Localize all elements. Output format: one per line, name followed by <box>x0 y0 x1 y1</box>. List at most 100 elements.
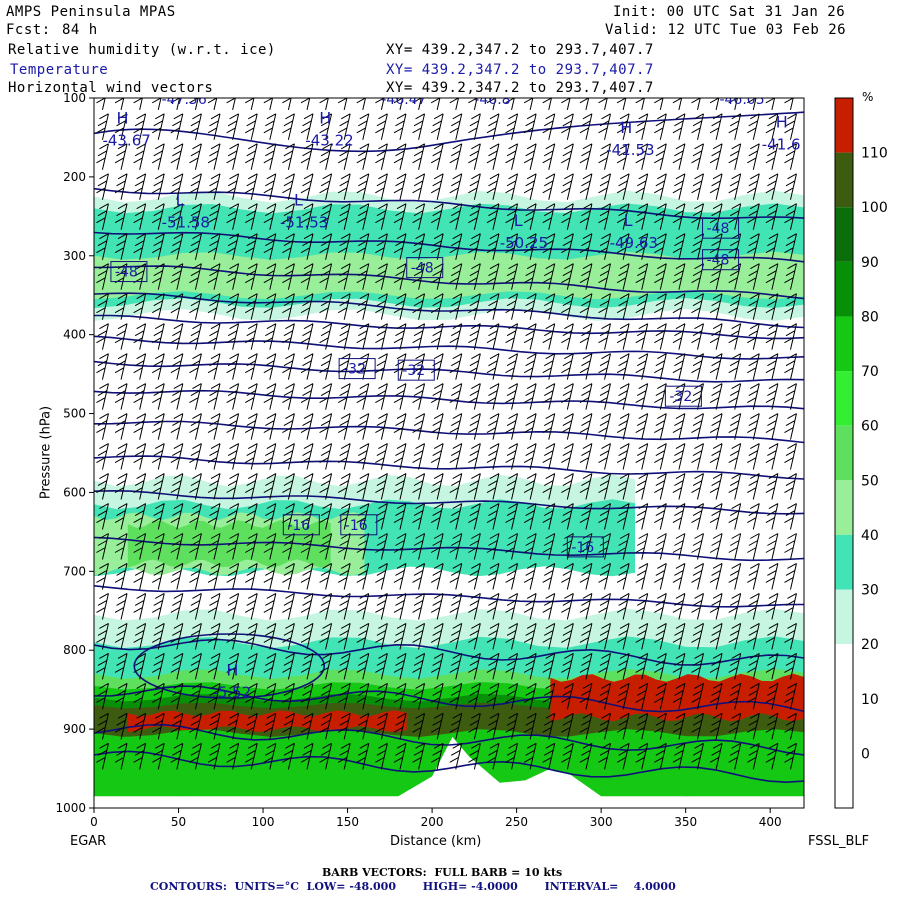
wind-barb <box>170 383 184 410</box>
wind-barb <box>412 413 426 440</box>
wind-barb <box>765 233 779 260</box>
wind-barb <box>523 293 537 320</box>
wind-barb <box>505 263 519 290</box>
wind-barb <box>468 383 481 410</box>
wind-barb <box>300 742 314 770</box>
wind-barb <box>133 263 147 290</box>
wind-barb <box>300 622 314 650</box>
wind-barb <box>170 263 184 290</box>
wind-barb <box>579 503 593 530</box>
wind-barb <box>542 323 556 350</box>
wind-barb <box>654 293 667 320</box>
colorbar-swatch <box>835 480 853 535</box>
wind-barb <box>468 293 481 320</box>
init-time: Init: 00 UTC Sat 31 Jan 26 <box>613 4 846 20</box>
wind-barb <box>747 323 760 350</box>
wind-barb <box>356 652 370 680</box>
wind-barb <box>393 622 407 650</box>
isotherm-line <box>94 455 804 480</box>
wind-barb <box>542 742 556 770</box>
wind-barb <box>635 323 649 350</box>
wind-barb <box>393 173 407 200</box>
wind-barb <box>319 503 333 530</box>
x-tick-label: 400 <box>759 815 782 829</box>
wind-barb <box>598 622 612 650</box>
wind-barb <box>337 712 351 740</box>
wind-barb <box>96 622 109 650</box>
wind-barb <box>300 413 314 440</box>
wind-barb <box>691 233 704 260</box>
extremum-marker: H <box>776 112 788 131</box>
wind-barb <box>468 652 481 680</box>
wind-barb <box>226 263 240 290</box>
wind-barb <box>375 712 388 740</box>
wind-barb <box>616 563 630 590</box>
wind-barb <box>449 143 463 170</box>
wind-barb <box>189 383 202 410</box>
wind-barb <box>709 233 723 260</box>
wind-barb <box>449 413 463 440</box>
contour-label: -16 <box>571 540 594 556</box>
top-edge-label: -46.47 <box>381 92 426 108</box>
wind-barb <box>579 323 593 350</box>
wind-barb <box>393 143 407 170</box>
wind-barb <box>244 563 258 590</box>
wind-barb <box>226 593 240 620</box>
wind-barb <box>319 742 333 770</box>
wind-barb <box>207 682 221 710</box>
wind-barb <box>468 593 481 620</box>
wind-barb <box>430 742 444 770</box>
wind-barb <box>728 173 742 200</box>
wind-barb <box>449 173 463 200</box>
isotherm-line <box>94 723 804 756</box>
wind-barb <box>765 712 779 740</box>
wind-barb <box>207 173 221 200</box>
wind-barb <box>319 563 333 590</box>
contour-label: -48 <box>411 261 434 277</box>
wind-barb <box>691 113 704 140</box>
wind-barb <box>207 712 221 740</box>
wind-barb <box>207 113 221 140</box>
wind-barb <box>114 473 128 500</box>
wind-barb <box>468 233 481 260</box>
wind-barb <box>654 473 667 500</box>
wind-barb <box>598 203 612 230</box>
wind-barb <box>784 652 797 680</box>
wind-barb <box>133 413 147 440</box>
wind-barb <box>133 563 147 590</box>
wind-barb <box>319 712 333 740</box>
wind-barb <box>691 353 704 380</box>
wind-barb <box>709 383 723 410</box>
wind-barb <box>319 233 333 260</box>
wind-barb <box>542 593 556 620</box>
wind-barb <box>337 563 351 590</box>
colorbar-frame <box>834 97 854 809</box>
wind-barb <box>616 682 630 710</box>
wind-barb <box>356 233 370 260</box>
wind-barb <box>635 443 649 470</box>
wind-barb <box>356 593 370 620</box>
wind-barb <box>616 233 630 260</box>
wind-barb <box>579 173 593 200</box>
wind-barb <box>151 712 165 740</box>
wind-barb <box>189 143 202 170</box>
field-wind-name: Horizontal wind vectors <box>8 80 214 96</box>
wind-barb <box>114 173 128 200</box>
wind-barb <box>486 383 500 410</box>
wind-barb <box>747 413 760 440</box>
contour-label: -48 <box>707 221 730 237</box>
wind-barb <box>189 113 202 140</box>
wind-barb <box>430 473 444 500</box>
wind-barb <box>635 353 649 380</box>
wind-barb <box>244 293 258 320</box>
wind-barb <box>133 323 147 350</box>
wind-barb <box>114 143 128 170</box>
contour-label: -48 <box>707 253 730 269</box>
wind-barb <box>728 533 742 560</box>
wind-barb <box>672 682 686 710</box>
wind-barb <box>654 233 667 260</box>
wind-barb <box>189 682 202 710</box>
wind-barb <box>561 383 574 410</box>
wind-barb <box>542 263 556 290</box>
wind-barb <box>542 293 556 320</box>
